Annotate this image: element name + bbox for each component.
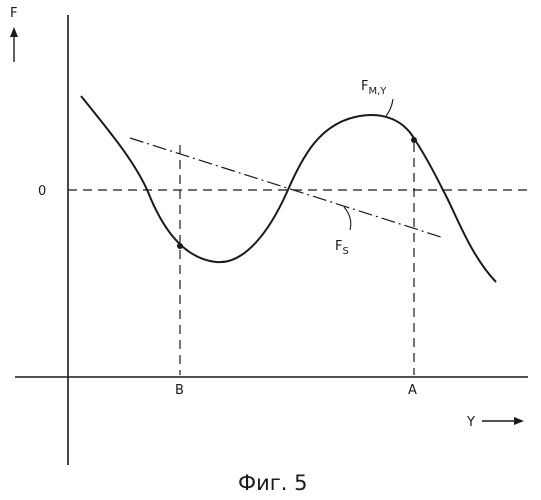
- point-a-label: A: [408, 383, 417, 398]
- y-axis-label: Y: [466, 415, 475, 430]
- force-main-letter: F: [361, 79, 368, 94]
- force-spring-leader-line: [344, 207, 351, 230]
- svg-text:FM,Y: FM,Y: [361, 79, 387, 97]
- svg-text:FS: FS: [335, 239, 349, 257]
- figure-caption: Фиг. 5: [238, 471, 307, 495]
- force-main-label: FM,Y: [361, 79, 393, 116]
- point-b-label: B: [175, 383, 184, 398]
- f-axis-label: F: [10, 6, 17, 21]
- zero-label: 0: [38, 184, 46, 199]
- force-main-curve: [81, 96, 496, 282]
- force-main-leader-line: [386, 99, 393, 116]
- y-axis-arrow-icon: [482, 417, 524, 425]
- force-spring-letter: F: [335, 239, 342, 254]
- point-a-marker: [411, 137, 417, 143]
- force-main-subscript: M,Y: [368, 86, 387, 97]
- f-axis-arrow-icon: [10, 27, 18, 62]
- force-spring-line: [130, 138, 441, 237]
- force-spring-subscript: S: [342, 246, 348, 257]
- force-spring-label: FS: [335, 207, 351, 257]
